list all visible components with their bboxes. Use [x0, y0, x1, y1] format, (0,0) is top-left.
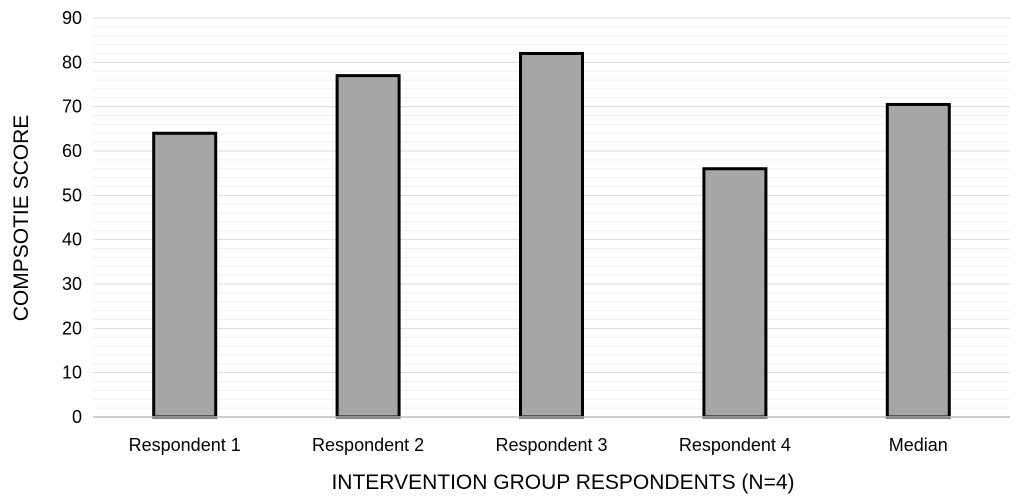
bar: [885, 102, 951, 419]
x-tick-label: Respondent 2: [312, 435, 424, 455]
bar: [702, 167, 768, 419]
y-tick-label: 60: [62, 141, 82, 161]
bar: [519, 51, 584, 419]
y-axis-ticks: 0 10 20 30 40 50 60 70 80 90: [62, 8, 82, 427]
y-tick-label: 90: [62, 8, 82, 28]
y-tick-label: 70: [62, 97, 82, 117]
x-tick-label: Respondent 3: [495, 435, 607, 455]
y-tick-label: 20: [62, 318, 82, 338]
bars: [152, 51, 951, 419]
y-tick-label: 10: [62, 363, 82, 383]
x-axis-title: INTERVENTION GROUP RESPONDENTS (N=4): [331, 471, 794, 494]
y-tick-label: 80: [62, 52, 82, 72]
y-axis-title: COMPSOTIE SCORE: [10, 115, 33, 322]
x-axis-categories: Respondent 1 Respondent 2 Respondent 3 Resp…: [129, 435, 948, 455]
bar: [335, 74, 401, 419]
x-tick-label: Respondent 4: [679, 435, 791, 455]
bar: [152, 131, 218, 419]
y-tick-label: 40: [62, 230, 82, 250]
x-tick-label: Median: [889, 435, 948, 455]
y-tick-label: 50: [62, 185, 82, 205]
y-tick-label: 0: [72, 407, 82, 427]
x-tick-label: Respondent 1: [129, 435, 241, 455]
y-tick-label: 30: [62, 274, 82, 294]
